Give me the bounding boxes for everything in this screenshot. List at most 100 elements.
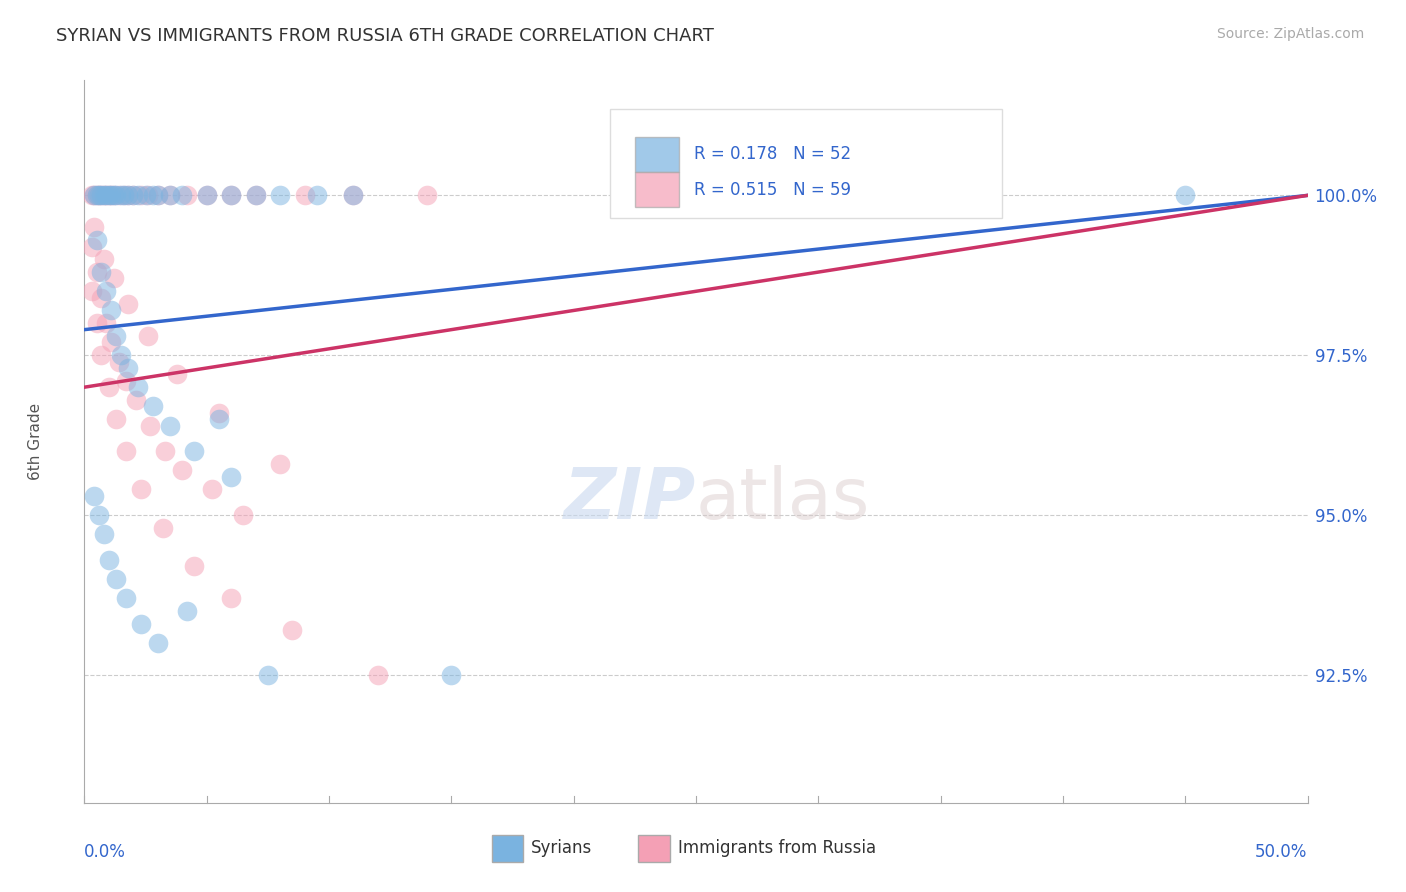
Point (129, 188, 152, 202)
Point (86, 188, 108, 202)
Point (90, 188, 112, 202)
Point (93, 527, 115, 541)
Text: 6th Grade: 6th Grade (28, 403, 44, 480)
Point (125, 392, 148, 407)
Point (245, 188, 267, 202)
Point (153, 444, 176, 458)
Text: Source: ZipAtlas.com: Source: ZipAtlas.com (1216, 27, 1364, 41)
Point (183, 444, 205, 458)
Point (83, 220, 105, 235)
Point (200, 483, 222, 497)
Point (86, 316, 108, 330)
Point (80, 239, 103, 253)
Text: 0.0%: 0.0% (84, 843, 127, 861)
Point (129, 616, 152, 631)
Point (219, 469, 242, 483)
Point (96, 285, 118, 299)
Point (367, 668, 389, 682)
Point (159, 418, 181, 433)
Point (105, 572, 128, 586)
Point (183, 559, 205, 574)
Point (176, 604, 198, 618)
Point (93, 252, 115, 267)
Point (219, 591, 242, 606)
Text: 50.0%: 50.0% (1256, 843, 1308, 861)
Point (136, 329, 159, 343)
Point (112, 188, 135, 202)
Point (83, 489, 105, 503)
FancyBboxPatch shape (636, 136, 679, 172)
Point (219, 188, 242, 202)
Point (103, 188, 125, 202)
Point (139, 418, 162, 433)
Point (305, 188, 328, 202)
Point (416, 188, 439, 202)
Point (146, 636, 169, 650)
Point (127, 188, 149, 202)
Point (342, 188, 364, 202)
FancyBboxPatch shape (492, 835, 523, 862)
Point (96, 188, 118, 202)
Point (166, 368, 188, 382)
Point (110, 188, 132, 202)
Point (136, 188, 159, 202)
Point (135, 188, 157, 202)
Text: R = 0.515   N = 59: R = 0.515 N = 59 (693, 181, 851, 199)
Point (112, 188, 135, 202)
Point (93, 188, 115, 202)
Text: SYRIAN VS IMMIGRANTS FROM RUSSIA 6TH GRADE CORRELATION CHART: SYRIAN VS IMMIGRANTS FROM RUSSIA 6TH GRA… (56, 27, 714, 45)
Point (245, 188, 267, 202)
Point (257, 668, 280, 682)
Point (172, 188, 194, 202)
Point (1174, 188, 1197, 202)
Point (105, 412, 128, 426)
Point (105, 329, 128, 343)
Point (87, 188, 110, 202)
Point (100, 188, 122, 202)
Point (107, 354, 129, 368)
Point (117, 188, 139, 202)
Point (96, 316, 118, 330)
Point (86, 265, 108, 279)
Point (115, 374, 138, 388)
Point (269, 457, 291, 471)
Point (105, 188, 128, 202)
Point (100, 335, 122, 350)
FancyBboxPatch shape (636, 172, 679, 208)
Point (122, 188, 145, 202)
Point (80, 188, 103, 202)
FancyBboxPatch shape (610, 109, 1002, 218)
Point (269, 188, 291, 202)
Point (117, 188, 139, 202)
Point (97, 380, 120, 394)
Point (232, 508, 254, 522)
Point (195, 188, 218, 202)
Point (90, 265, 112, 279)
Point (208, 406, 231, 420)
Point (97, 188, 120, 202)
Point (294, 188, 316, 202)
Point (110, 348, 132, 362)
Point (90, 188, 112, 202)
Point (146, 188, 169, 202)
Point (100, 303, 122, 318)
Point (87, 508, 110, 522)
Text: atlas: atlas (696, 465, 870, 533)
Point (342, 188, 364, 202)
Text: ZIP: ZIP (564, 465, 696, 533)
Point (117, 297, 139, 311)
Point (159, 188, 181, 202)
Point (219, 188, 242, 202)
Point (208, 412, 231, 426)
Point (83, 188, 105, 202)
Point (80, 285, 103, 299)
Point (103, 188, 125, 202)
Point (115, 444, 138, 458)
Point (172, 463, 194, 477)
Text: Immigrants from Russia: Immigrants from Russia (678, 839, 876, 857)
Point (122, 188, 145, 202)
Point (83, 188, 105, 202)
Point (100, 188, 122, 202)
Point (440, 668, 463, 682)
Point (93, 188, 115, 202)
